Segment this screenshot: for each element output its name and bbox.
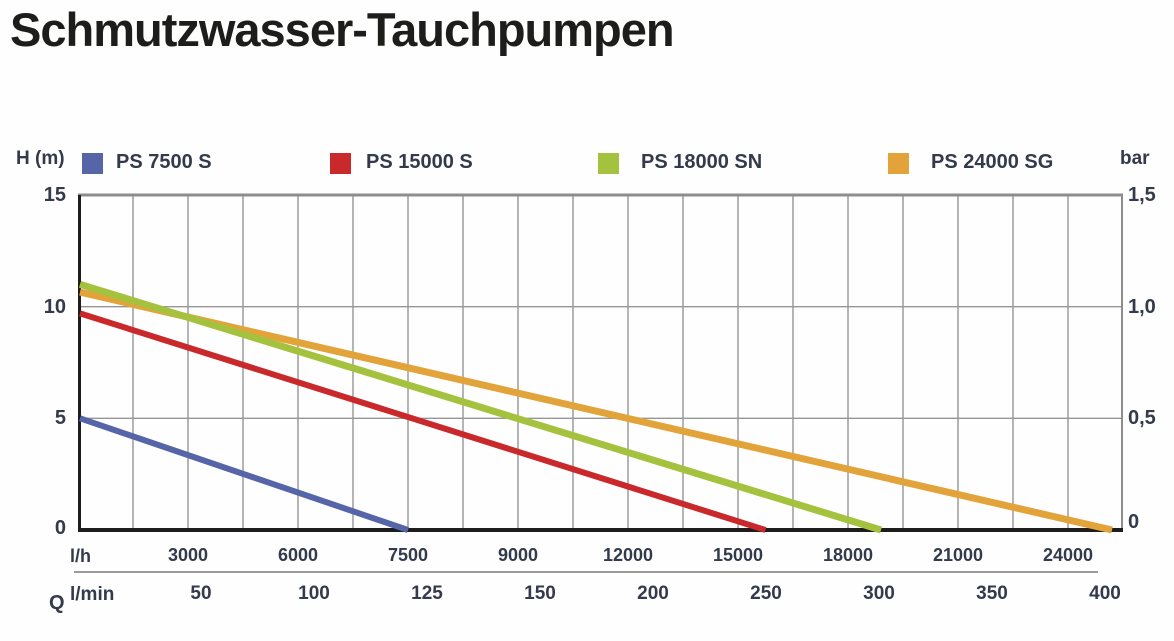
x-tick-lmin-200: 200 — [637, 583, 669, 604]
legend-label-ps24000sg: PS 24000 SG — [931, 151, 1054, 173]
legend-label-ps15000s: PS 15000 S — [366, 151, 473, 173]
x-tick-lmin-350: 350 — [976, 583, 1008, 604]
y-right-tick-1_5: 1,5 — [1128, 184, 1156, 206]
curve-ps-15000-s — [79, 310, 767, 533]
x-tick-lmin-250: 250 — [750, 583, 782, 604]
y-left-tick-15: 15 — [43, 184, 66, 206]
x-tick-lmin-50: 50 — [190, 583, 212, 604]
legend-swatch-ps7500s — [82, 153, 103, 174]
left-axis-unit-label: H (m) — [16, 148, 65, 169]
y-right-tick-0_5: 0,5 — [1128, 407, 1156, 430]
right-axis-unit-label: bar — [1120, 148, 1150, 169]
legend-swatch-ps18000sn — [598, 153, 619, 174]
y-left-tick-5: 5 — [54, 407, 66, 430]
x-tick-lmin-300: 300 — [863, 583, 895, 604]
x-axis-q-symbol: Q — [49, 592, 65, 614]
x-tick-lh-15000: 15000 — [712, 545, 764, 565]
x-tick-lmin-400: 400 — [1089, 583, 1121, 604]
curve-ps-7500-s — [79, 415, 409, 533]
legend-label-ps18000sn: PS 18000 SN — [641, 151, 763, 173]
x-axis-row1-unit: l/h — [70, 546, 91, 566]
x-tick-lmin-100: 100 — [298, 583, 330, 604]
curve-ps-24000-sg — [79, 288, 1113, 534]
curve-ps-18000-sn — [78, 280, 883, 534]
legend-label-ps7500s: PS 7500 S — [116, 151, 212, 173]
axis-rows-divider — [74, 571, 1098, 573]
x-tick-lh-9000: 9000 — [497, 545, 539, 565]
y-right-tick-1_0: 1,0 — [1128, 295, 1156, 318]
legend-swatch-ps24000sg — [888, 153, 909, 174]
x-axis-row2-unit: l/min — [70, 584, 115, 605]
y-left-tick-10: 10 — [43, 295, 66, 318]
plot-area — [78, 193, 1123, 534]
x-tick-lmin-125: 125 — [411, 583, 443, 604]
x-tick-lh-18000: 18000 — [822, 545, 874, 565]
x-tick-lh-7500: 7500 — [387, 545, 429, 565]
x-tick-lh-12000: 12000 — [602, 545, 654, 565]
page-title: Schmutzwasser-Tauchpumpen — [10, 3, 675, 56]
y-right-tick-0: 0 — [1128, 511, 1140, 533]
x-tick-lmin-150: 150 — [524, 583, 556, 604]
x-tick-lh-21000: 21000 — [932, 545, 984, 565]
x-tick-lh-3000: 3000 — [167, 545, 209, 565]
x-tick-lh-24000: 24000 — [1042, 545, 1094, 565]
x-tick-lh-6000: 6000 — [277, 545, 319, 565]
y-left-tick-0: 0 — [54, 517, 66, 539]
legend-swatch-ps15000s — [330, 153, 351, 174]
